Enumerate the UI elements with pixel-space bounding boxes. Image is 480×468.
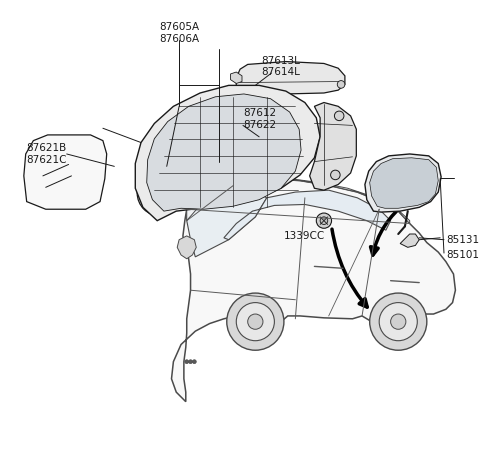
Polygon shape: [400, 234, 419, 248]
Text: 85131: 85131: [446, 235, 479, 245]
Polygon shape: [24, 135, 107, 209]
Circle shape: [227, 293, 284, 350]
Text: 1339CC: 1339CC: [284, 231, 325, 241]
Polygon shape: [236, 62, 345, 94]
Polygon shape: [365, 154, 441, 212]
Circle shape: [236, 303, 275, 341]
Text: 87605A
87606A: 87605A 87606A: [159, 22, 199, 44]
Polygon shape: [370, 158, 438, 208]
Text: 87621B
87621C: 87621B 87621C: [27, 143, 67, 165]
Circle shape: [337, 80, 345, 88]
Circle shape: [144, 177, 176, 209]
Circle shape: [370, 293, 427, 350]
Polygon shape: [187, 185, 267, 257]
Text: 87613L
87614L: 87613L 87614L: [262, 56, 300, 77]
Circle shape: [185, 360, 189, 364]
Polygon shape: [230, 72, 242, 83]
Circle shape: [391, 314, 406, 329]
Circle shape: [335, 111, 344, 121]
Circle shape: [248, 314, 263, 329]
Circle shape: [154, 186, 167, 200]
Circle shape: [320, 217, 328, 225]
Polygon shape: [224, 190, 391, 240]
Polygon shape: [177, 236, 196, 259]
Text: 85101: 85101: [446, 250, 479, 260]
Circle shape: [379, 303, 417, 341]
Circle shape: [137, 170, 183, 216]
Polygon shape: [135, 85, 320, 220]
Circle shape: [316, 213, 332, 228]
Text: 87612
87622: 87612 87622: [243, 108, 276, 130]
Circle shape: [192, 360, 196, 364]
Circle shape: [331, 170, 340, 180]
Polygon shape: [187, 179, 409, 224]
Polygon shape: [147, 94, 301, 211]
Polygon shape: [310, 102, 356, 190]
Polygon shape: [171, 179, 456, 402]
Circle shape: [189, 360, 192, 364]
